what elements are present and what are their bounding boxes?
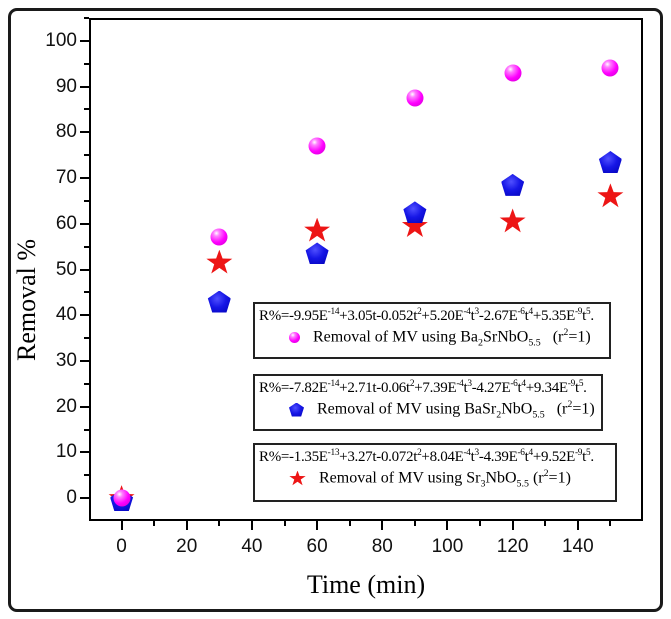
legend-entry-ba2srnbo55: Removal of MV using Ba2SrNbO5.5 (r2=1) — [255, 326, 609, 349]
y-major-tick — [80, 85, 89, 88]
y-major-tick — [80, 359, 89, 362]
legend-box-sr3nbo55: R%=-1.35E-13+3.27t-0.072t2+8.04E-4t3-4.3… — [253, 443, 617, 502]
data-point-circle-t150 — [601, 59, 619, 77]
y-tick-label: 50 — [55, 258, 77, 280]
y-major-tick — [80, 131, 89, 134]
x-minor-tick — [218, 521, 221, 526]
legend-pentagon-marker-icon — [289, 402, 304, 417]
y-minor-tick — [84, 199, 89, 202]
fit-equation-sr3nbo55: R%=-1.35E-13+3.27t-0.072t2+8.04E-4t3-4.3… — [259, 448, 594, 465]
y-tick-label: 40 — [55, 304, 77, 326]
legend-box-basr2nbo55: R%=-7.82E-14+2.71t-0.06t2+7.39E-4t3-4.27… — [253, 374, 603, 431]
data-point-circle-t90 — [406, 89, 424, 107]
x-minor-tick — [609, 521, 612, 526]
x-major-tick — [576, 521, 579, 530]
y-minor-tick — [84, 245, 89, 248]
x-tick-label: 100 — [431, 536, 464, 557]
x-major-tick — [511, 521, 514, 530]
x-tick-label: 20 — [176, 536, 198, 557]
x-major-tick — [316, 521, 319, 530]
y-tick-label: 20 — [55, 395, 77, 417]
y-minor-tick — [84, 154, 89, 157]
y-major-tick — [80, 268, 89, 271]
x-axis-title: Time (min) — [306, 570, 426, 599]
y-tick-label: 90 — [55, 75, 77, 97]
x-major-tick — [185, 521, 188, 530]
data-point-pentagon-t90 — [403, 201, 427, 224]
x-minor-tick — [479, 521, 482, 526]
x-tick-label: 0 — [116, 536, 127, 557]
x-major-tick — [446, 521, 449, 530]
y-tick-label: 60 — [55, 212, 77, 234]
x-tick-label: 40 — [241, 536, 263, 557]
fit-equation-basr2nbo55: R%=-7.82E-14+2.71t-0.06t2+7.39E-4t3-4.27… — [259, 379, 587, 396]
y-tick-label: 30 — [55, 349, 77, 371]
fit-equation-ba2srnbo55: R%=-9.95E-14+3.05t-0.052t2+5.20E-4t3-2.6… — [259, 307, 594, 324]
x-minor-tick — [283, 521, 286, 526]
legend-entry-sr3nbo55: Removal of MV using Sr3NbO5.5 (r2=1) — [255, 467, 615, 490]
legend-box-ba2srnbo55: R%=-9.95E-14+3.05t-0.052t2+5.20E-4t3-2.6… — [253, 302, 611, 359]
y-tick-label: 100 — [45, 29, 77, 51]
y-minor-tick — [84, 382, 89, 385]
data-point-circle-t30 — [210, 228, 228, 246]
x-tick-label: 120 — [496, 536, 529, 557]
y-axis-title: Removal % — [12, 238, 41, 362]
data-point-pentagon-t60 — [305, 242, 329, 265]
x-minor-tick — [544, 521, 547, 526]
y-major-tick — [80, 405, 89, 408]
legend-entry-basr2nbo55: Removal of MV using BaSr2NbO5.5 (r2=1) — [255, 398, 601, 421]
x-tick-label: 140 — [561, 536, 594, 557]
y-major-tick — [80, 451, 89, 454]
x-major-tick — [250, 521, 253, 530]
x-tick-label: 80 — [371, 536, 393, 557]
y-minor-tick — [84, 474, 89, 477]
legend-star-marker-icon — [289, 470, 306, 486]
data-point-circle-t120 — [504, 64, 522, 82]
data-point-pentagon-t120 — [501, 173, 525, 196]
y-major-tick — [80, 314, 89, 317]
x-major-tick — [381, 521, 384, 530]
data-point-pentagon-t150 — [598, 151, 622, 174]
x-tick-label: 60 — [306, 536, 328, 557]
legend-circle-marker-icon — [289, 332, 300, 343]
y-major-tick — [80, 222, 89, 225]
y-tick-label: 10 — [55, 441, 77, 463]
y-minor-tick — [84, 62, 89, 65]
x-major-tick — [120, 521, 123, 530]
y-major-tick — [80, 39, 89, 42]
y-tick-label: 80 — [55, 121, 77, 143]
y-minor-tick — [84, 291, 89, 294]
y-minor-tick — [84, 108, 89, 111]
y-minor-tick — [84, 17, 89, 19]
legend-entry-label: Removal of MV using Sr3NbO5.5 (r2=1) — [319, 467, 571, 490]
data-point-pentagon-t30 — [207, 290, 231, 313]
data-point-circle-t60 — [308, 137, 326, 155]
plot-area — [89, 18, 643, 521]
x-minor-tick — [348, 521, 351, 526]
legend-entry-label: Removal of MV using Ba2SrNbO5.5 (r2=1) — [313, 326, 591, 349]
data-point-circle-t0 — [113, 489, 131, 507]
y-major-tick — [80, 497, 89, 500]
y-tick-label: 70 — [55, 167, 77, 189]
y-minor-tick — [84, 337, 89, 340]
y-major-tick — [80, 177, 89, 180]
x-minor-tick — [153, 521, 156, 526]
y-tick-label: 0 — [66, 487, 77, 509]
x-minor-tick — [413, 521, 416, 526]
y-minor-tick — [84, 428, 89, 431]
legend-entry-label: Removal of MV using BaSr2NbO5.5 (r2=1) — [317, 398, 595, 421]
